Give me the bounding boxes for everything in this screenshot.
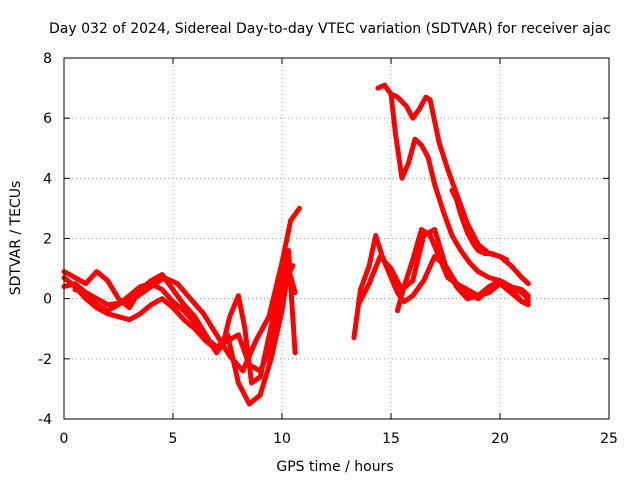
- y-tick-label: -4: [38, 412, 52, 428]
- y-tick-label: 0: [43, 292, 52, 308]
- y-tick-label: 2: [43, 232, 52, 248]
- x-tick-label: 20: [491, 431, 509, 447]
- y-tick-label: 8: [43, 51, 52, 67]
- y-tick-label: 6: [43, 111, 52, 127]
- series-track-2: [61, 263, 296, 374]
- x-tick-label: 25: [600, 431, 618, 447]
- grid: [64, 58, 609, 419]
- chart-title: Day 032 of 2024, Sidereal Day-to-day VTE…: [49, 21, 611, 37]
- x-tick-label: 5: [169, 431, 178, 447]
- series-track-7: [395, 227, 531, 314]
- x-tick-label: 10: [273, 431, 291, 447]
- series-track-1: [61, 248, 298, 386]
- data-series: [61, 82, 531, 407]
- axis-ticks: 0 5 10 15 20 25 -4 -2 0 2 4 6 8: [38, 51, 618, 447]
- x-tick-label: 0: [60, 431, 69, 447]
- series-track-10: [449, 187, 509, 263]
- y-tick-label: 4: [43, 171, 52, 187]
- series-trace: [61, 266, 298, 407]
- x-axis-label: GPS time / hours: [276, 459, 393, 475]
- series-trace: [61, 248, 298, 386]
- series-track-3: [61, 266, 298, 407]
- series-trace: [72, 205, 302, 374]
- series-trace: [449, 187, 509, 263]
- plot-frame: [63, 57, 610, 420]
- series-trace: [61, 263, 296, 374]
- series-track-8: [375, 82, 531, 299]
- series-track-4: [72, 205, 302, 374]
- series-trace: [375, 82, 531, 299]
- series-trace: [395, 227, 531, 314]
- x-tick-label: 15: [382, 431, 400, 447]
- y-tick-label: -2: [38, 352, 52, 368]
- y-axis-label: SDTVAR / TECUs: [8, 181, 24, 296]
